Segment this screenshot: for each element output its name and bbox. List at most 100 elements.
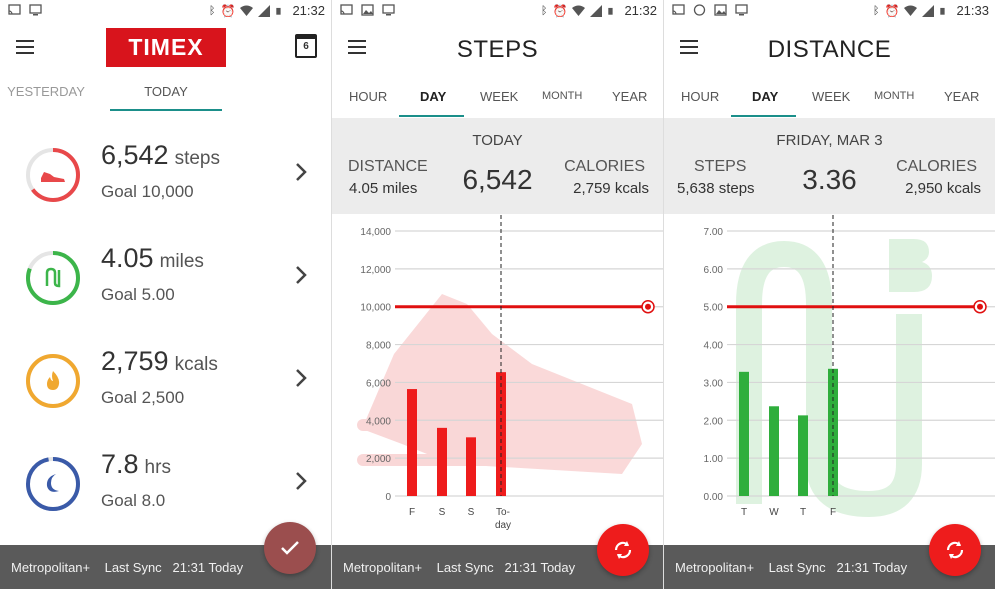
battery-icon [940,7,946,15]
tab-hour[interactable]: HOUR [681,89,720,104]
x-tick-label: T [800,507,806,518]
y-tick-label: 5.00 [704,303,724,314]
goal-target-dot [977,303,983,310]
battery-icon [608,7,614,15]
status-bar: ᛒ ⏰ 21:32 [332,0,663,24]
clock: 21:32 [292,3,325,18]
bluetooth-icon: ᛒ [208,4,216,17]
y-tick-label: 12,000 [360,265,391,276]
day-tabs: YESTERDAY TODAY [0,84,331,112]
summary-panel: TODAY DISTANCE 4.05 miles 6,542 CALORIES… [332,118,663,214]
y-tick-label: 4.00 [704,341,724,352]
calories-ring [26,354,80,408]
summary-date: TODAY [472,132,523,149]
image-icon [714,4,727,16]
tab-hour[interactable]: HOUR [349,89,388,104]
y-tick-label: 3.00 [704,378,724,389]
page-title: DISTANCE [767,36,892,63]
goal-target-dot [645,303,651,310]
chevron-right-icon[interactable] [295,368,307,388]
tab-year[interactable]: YEAR [944,89,980,104]
signal-icon [922,4,935,17]
y-tick-label: 6,000 [366,378,391,389]
distance-screen: ᛒ ⏰ 21:33 DISTANCE HOUR DAY WEEK MONTH Y… [664,0,995,589]
summary-date: FRIDAY, MAR 3 [776,132,883,149]
calories-value: 2,759 kcals [101,346,218,376]
menu-icon[interactable] [16,40,34,54]
sync-button[interactable] [597,524,649,576]
tab-week[interactable]: WEEK [480,89,519,104]
app-bar: DISTANCE [664,24,995,74]
chevron-right-icon[interactable] [295,265,307,285]
y-tick-label: 14,000 [360,227,391,238]
distance-watermark [736,240,922,518]
calories-value: 2,950 kcals [905,180,981,197]
clock: 21:33 [956,3,989,18]
moon-icon [46,474,59,492]
shoe-icon [41,172,65,182]
calories-label: CALORIES [564,158,645,175]
alarm-icon: ⏰ [220,3,236,18]
menu-icon[interactable] [348,40,366,54]
bar [407,389,417,496]
bluetooth-icon: ᛒ [872,4,880,17]
chevron-right-icon[interactable] [295,162,307,182]
tab-today[interactable]: TODAY [144,84,188,99]
y-tick-label: 2.00 [704,416,724,427]
y-tick-label: 7.00 [704,227,724,238]
last-sync-label: Last Sync [436,560,494,575]
distance-metric-row[interactable]: 4.05 miles Goal 5.00 [0,229,331,329]
device-name: Metropolitan+ [343,560,423,575]
signal-icon [590,4,603,17]
y-tick-label: 8,000 [366,341,391,352]
sleep-metric-row[interactable]: 7.8 hrs Goal 8.0 [0,435,331,535]
tab-day[interactable]: DAY [420,89,447,104]
steps-label: STEPS [694,158,747,175]
steps-metric-row[interactable]: 6,542 steps Goal 10,000 [0,126,331,226]
tab-week[interactable]: WEEK [812,89,851,104]
y-tick-label: 1.00 [704,454,724,465]
cast-icon [8,4,21,15]
x-tick-label: S [468,507,475,518]
bar [798,415,808,496]
sleep-ring [26,457,80,511]
distance-goal: Goal 5.00 [101,285,175,304]
tab-yesterday[interactable]: YESTERDAY [7,84,85,99]
calories-metric-row[interactable]: 2,759 kcals Goal 2,500 [0,332,331,432]
battery-icon [276,7,282,15]
last-sync-label: Last Sync [104,560,162,575]
tab-month[interactable]: MONTH [542,90,583,102]
calendar-icon[interactable]: 6 [295,34,317,58]
screen-icon [735,4,748,16]
distance-watermark-letters [889,239,932,292]
alarm-icon: ⏰ [552,3,568,18]
distance-label: DISTANCE [348,158,428,175]
sync-time: 21:31 Today [172,560,244,575]
menu-icon[interactable] [680,40,698,54]
tab-day[interactable]: DAY [752,89,779,104]
cast-icon [672,4,685,15]
sync-button[interactable] [929,524,981,576]
screen-icon [382,4,395,16]
tab-year[interactable]: YEAR [612,89,648,104]
app-bar: STEPS [332,24,663,74]
tab-indicator [399,115,464,117]
y-tick-label: 0 [385,492,391,503]
x-tick-label: W [769,507,779,518]
app-bar: TIMEX 6 [0,24,331,74]
chevron-right-icon[interactable] [295,471,307,491]
steps-total: 6,542 [462,164,533,195]
sync-done-button[interactable] [264,522,316,574]
x-tick-label: F [830,507,836,518]
bar [437,427,447,496]
distance-ring [26,251,80,305]
steps-value: 6,542 steps [101,140,220,170]
device-name: Metropolitan+ [11,560,91,575]
bluetooth-icon: ᛒ [540,4,548,17]
clock: 21:32 [624,3,657,18]
tab-month[interactable]: MONTH [874,90,915,102]
steps-value: 5,638 steps [677,180,755,197]
x-tick-label: To- [496,507,510,518]
period-tabs: HOUR DAY WEEK MONTH YEAR [332,84,663,118]
check-icon [281,541,299,555]
